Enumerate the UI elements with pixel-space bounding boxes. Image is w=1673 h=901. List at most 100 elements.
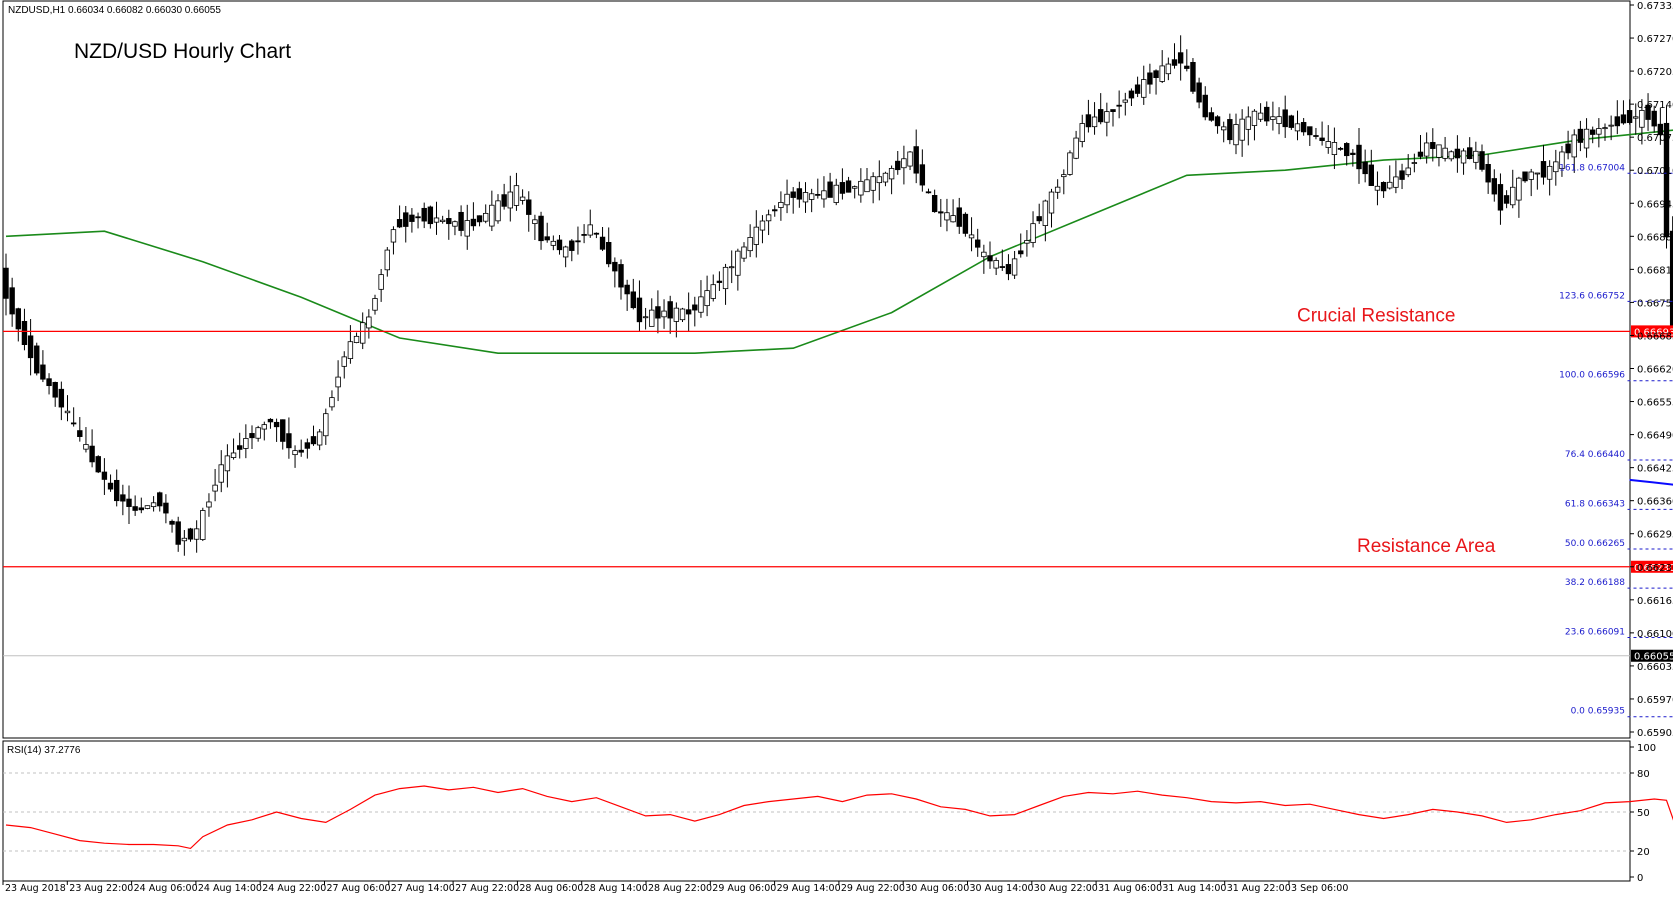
candle-body	[1024, 240, 1030, 244]
candle-body	[729, 266, 735, 269]
candle-body	[1331, 142, 1338, 155]
y-tick-label: 0.66425	[1637, 464, 1673, 475]
candle-body	[772, 209, 778, 212]
candle-body	[1005, 264, 1012, 275]
candle-body	[1387, 181, 1393, 189]
candle-body	[1208, 112, 1215, 121]
candle-body	[876, 176, 882, 184]
fib-level-label: 161.8 0.67004	[1559, 163, 1625, 173]
candle-body	[1350, 152, 1356, 155]
candle-body	[458, 211, 464, 231]
candle-body	[1663, 122, 1670, 238]
candle-body	[83, 444, 89, 450]
candle-body	[1264, 106, 1270, 122]
candle-body	[218, 464, 224, 483]
candle-body	[1485, 164, 1491, 183]
candle-body	[1048, 191, 1055, 214]
x-tick-label: 28 Aug 14:00	[584, 883, 648, 894]
candle-body	[169, 520, 175, 525]
candle-body	[1276, 116, 1282, 124]
candle-body	[230, 452, 237, 458]
candle-body	[778, 202, 784, 208]
candle-body	[1553, 161, 1559, 173]
candle-body	[925, 191, 932, 194]
candle-body	[64, 410, 71, 414]
y-tick-label: 0.66035	[1637, 662, 1673, 673]
candle-body	[1122, 99, 1128, 103]
x-tick-label: 28 Aug 06:00	[519, 883, 583, 894]
candle-body	[1411, 162, 1418, 164]
rsi-label: RSI(14) 37.2776	[7, 745, 81, 756]
candle-body	[384, 249, 390, 271]
candle-body	[1448, 151, 1454, 160]
x-tick-label: 29 Aug 22:00	[841, 883, 905, 894]
y-tick-label: 0.66555	[1637, 398, 1673, 409]
x-tick-label: 27 Aug 14:00	[391, 883, 455, 894]
x-tick-label: 23 Aug 2018	[5, 883, 66, 894]
candle-body	[1454, 148, 1461, 159]
candle-body	[1540, 161, 1547, 178]
candle-body	[802, 192, 809, 203]
candle-body	[1626, 110, 1633, 123]
candle-body	[1116, 104, 1122, 107]
chart-title: NZD/USD Hourly Chart	[74, 40, 291, 63]
candle-body	[1546, 165, 1553, 180]
candle-body	[310, 436, 317, 445]
candle-body	[1596, 128, 1602, 135]
candle-body	[482, 212, 489, 222]
candle-body	[562, 246, 569, 258]
candle-body	[1190, 62, 1196, 92]
candle-body	[1510, 186, 1516, 206]
x-tick-label: 23 Aug 22:00	[69, 883, 133, 894]
level-annotation: Resistance Area	[1357, 536, 1496, 557]
rsi-tick-label: 100	[1637, 743, 1656, 754]
candle-body	[679, 308, 686, 321]
x-tick-label: 24 Aug 14:00	[198, 883, 262, 894]
candle-body	[1460, 150, 1467, 164]
candle-body	[1128, 90, 1135, 99]
candle-body	[538, 215, 544, 242]
y-tick-label: 0.67335	[1637, 1, 1673, 12]
candle-body	[1165, 63, 1172, 75]
candle-body	[1491, 178, 1497, 195]
candle-body	[1657, 123, 1664, 136]
candle-body	[753, 226, 759, 245]
candle-body	[962, 213, 969, 234]
candle-body	[1583, 128, 1590, 149]
candle-body	[1221, 126, 1227, 131]
candle-body	[439, 219, 446, 222]
candle-body	[931, 195, 938, 213]
x-tick-label: 29 Aug 06:00	[712, 883, 776, 894]
candle-body	[359, 322, 366, 344]
fib-level-label: 50.0 0.66265	[1565, 539, 1625, 549]
rsi-tick-label: 50	[1637, 808, 1650, 819]
candle-body	[329, 397, 335, 408]
candle-body	[372, 298, 378, 311]
candle-body	[1362, 161, 1368, 175]
candle-body	[975, 239, 981, 248]
candle-body	[987, 255, 993, 262]
candle-body	[144, 505, 151, 509]
candle-body	[77, 430, 83, 437]
candle-body	[895, 160, 901, 171]
symbol-info: NZDUSD,H1 0.66034 0.66082 0.66030 0.6605…	[8, 5, 221, 16]
candle-body	[181, 537, 188, 542]
candle-body	[1417, 151, 1424, 157]
candle-body	[599, 236, 606, 250]
candle-body	[464, 220, 470, 237]
candle-body	[409, 214, 415, 222]
level-annotation: Crucial Resistance	[1297, 305, 1455, 326]
candle-body	[901, 158, 907, 169]
candle-body	[550, 240, 557, 246]
candle-body	[193, 528, 200, 540]
candle-body	[1147, 72, 1153, 85]
candle-body	[267, 418, 274, 423]
candle-body	[944, 212, 950, 221]
current-price-label: 0.66055	[1634, 652, 1673, 663]
candle-body	[1602, 127, 1608, 130]
candle-body	[1054, 186, 1061, 193]
candle-body	[489, 204, 495, 227]
candle-body	[630, 291, 636, 309]
